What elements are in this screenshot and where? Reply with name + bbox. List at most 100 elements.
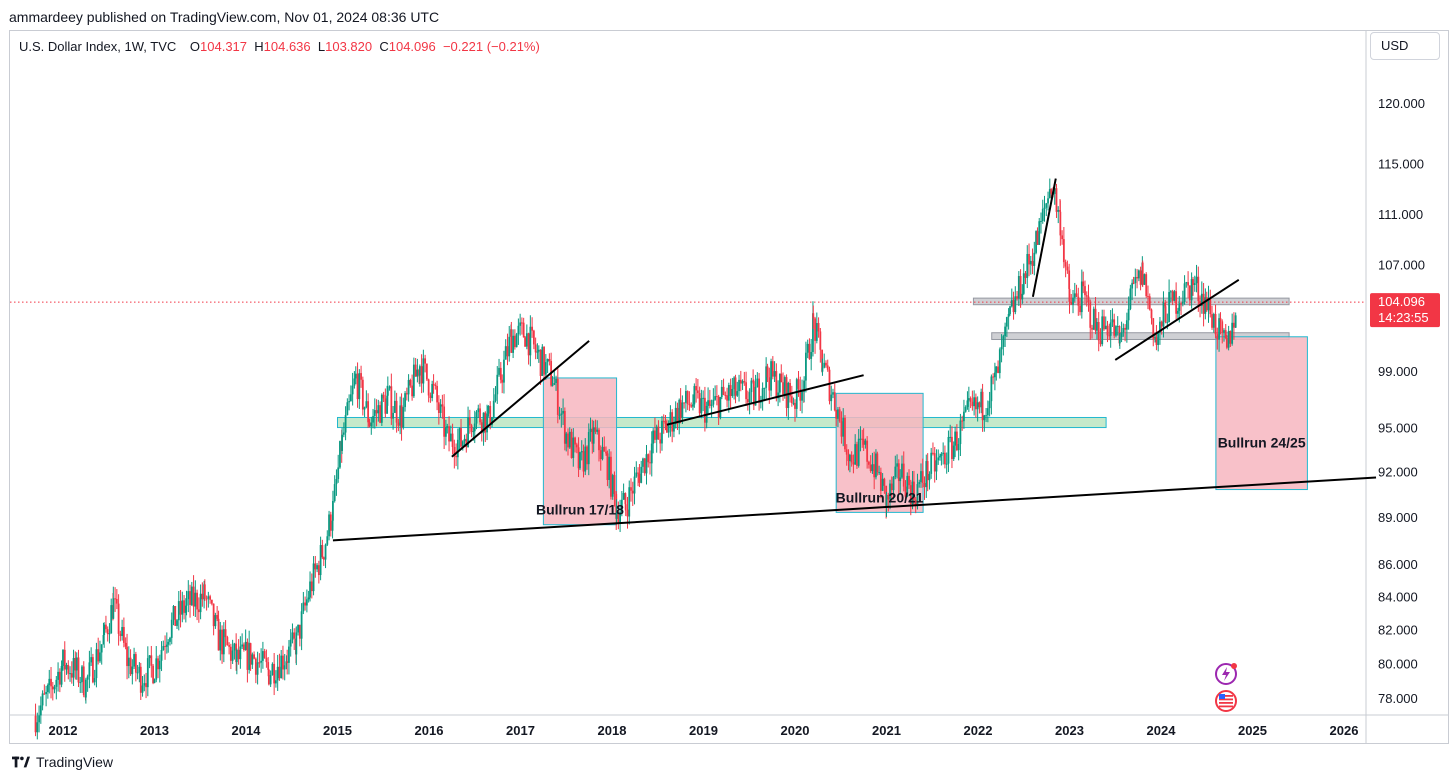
candle-body [998,349,1001,374]
candle-body [1066,266,1069,271]
candle [106,626,109,642]
candle [496,366,499,404]
candle [93,669,96,686]
candle-body [881,478,884,491]
candle-body [567,433,569,448]
candle [758,372,761,411]
candle-body [832,392,834,395]
candle-body [1082,281,1085,287]
candle [620,490,623,517]
candle-body [267,662,270,670]
candle-body [53,686,56,690]
candle [741,379,744,391]
candle-body [38,715,40,723]
candle [849,453,851,473]
candle [129,649,132,676]
candle [624,494,627,517]
candle [157,655,159,679]
candle-body [739,379,742,384]
candle [207,591,210,608]
candle-body [286,661,289,663]
candle [952,441,955,462]
candle [444,419,447,446]
candle-body [1024,273,1027,278]
candle [82,661,85,698]
candle-body [1150,309,1153,319]
candle [1139,266,1142,291]
candle-body [990,376,993,402]
candle-body [700,398,703,414]
candle [170,612,173,645]
candle [1031,248,1034,275]
candle-body [589,428,592,432]
candle [437,395,440,425]
candle [577,437,580,478]
flag-stripe [1219,698,1233,701]
candle [358,369,361,410]
candle-body [176,620,178,626]
candle [828,366,831,405]
candle [273,653,276,696]
candle [812,305,815,330]
candle [1116,316,1119,336]
candle [957,438,960,461]
candle-body [765,366,768,388]
candle [456,428,459,470]
candle [443,394,446,450]
candle [637,467,639,487]
candle [708,389,711,409]
candle [1104,316,1107,330]
candle-body [601,446,604,460]
candle [947,430,950,473]
candle [126,633,128,680]
candle-body [546,359,549,363]
candle-body [925,461,928,488]
candle [881,473,884,492]
candle [1033,241,1036,276]
candle [498,358,500,377]
candle-body [384,398,387,414]
currency-button[interactable]: USD [1370,32,1440,60]
candle [837,407,839,428]
candle [902,451,905,492]
candle [859,426,862,452]
bullrun-zone [835,392,924,513]
candle [1115,325,1117,338]
candle [50,666,52,699]
candle-body [921,471,924,483]
candle-body [797,379,800,389]
candle-body [875,453,877,478]
candle [465,433,468,453]
candle-body [392,412,395,419]
candle-body [373,410,376,417]
candle [160,641,163,672]
candle [1029,255,1032,275]
candle [695,378,698,403]
candle [1028,243,1030,277]
candle-body [582,451,585,472]
candle-body [1225,338,1228,348]
candle [913,470,915,505]
candle-body [738,379,740,392]
candle [978,401,981,414]
candle [598,427,600,462]
candle [537,345,540,363]
candle-body [906,475,909,497]
candle [932,442,934,456]
candle [575,442,578,454]
candle [295,626,298,666]
candle [933,447,936,483]
candle [363,406,366,418]
candle-body [878,472,881,474]
candle-body [862,438,865,445]
candle [399,396,402,435]
chart-frame [9,30,1449,744]
candle-body [1094,308,1097,331]
candle-body [365,401,368,408]
candle-body [512,335,515,353]
candle [780,364,783,383]
candle-body [673,424,675,432]
symbol-title: U.S. Dollar Index, 1W, TVC [19,39,177,54]
